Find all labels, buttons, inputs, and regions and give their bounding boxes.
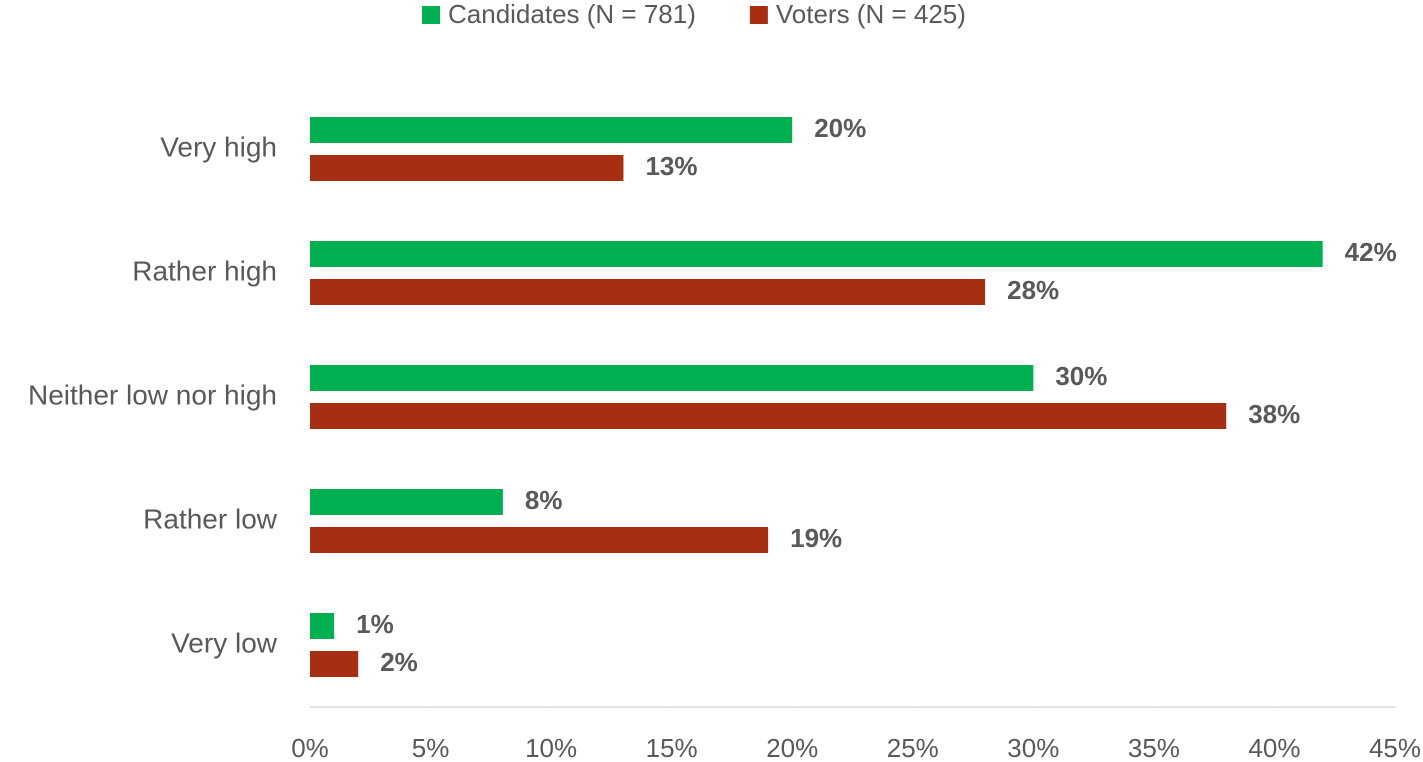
value-label: 8%	[525, 485, 563, 515]
x-tick-label: 40%	[1248, 733, 1300, 762]
x-tick-label: 15%	[646, 733, 698, 762]
x-tick-label: 45%	[1369, 733, 1421, 762]
x-tick-label: 30%	[1007, 733, 1059, 762]
category-label: Rather high	[132, 255, 277, 286]
value-label: 28%	[1007, 275, 1059, 305]
category-label: Very high	[160, 131, 277, 162]
x-tick-label: 20%	[766, 733, 818, 762]
bar	[310, 365, 1034, 391]
value-label: 20%	[814, 113, 866, 143]
value-label: 19%	[790, 523, 842, 553]
x-tick-label: 0%	[291, 733, 329, 762]
bar	[310, 279, 986, 305]
category-label: Very low	[171, 627, 278, 658]
legend-swatch	[749, 6, 768, 24]
value-label: 2%	[380, 647, 418, 677]
bar	[310, 651, 359, 677]
value-label: 30%	[1055, 361, 1107, 391]
x-tick-label: 5%	[412, 733, 450, 762]
bar	[310, 613, 335, 639]
bar	[310, 527, 769, 553]
category-label: Rather low	[143, 503, 278, 534]
bar	[310, 155, 624, 181]
bar	[310, 117, 793, 143]
bar	[310, 241, 1323, 267]
legend-label: Candidates (N = 781)	[448, 0, 696, 29]
category-label: Neither low nor high	[28, 379, 277, 410]
value-label: 38%	[1248, 399, 1300, 429]
bar	[310, 403, 1227, 429]
value-label: 1%	[356, 609, 394, 639]
value-label: 42%	[1345, 237, 1397, 267]
x-tick-label: 35%	[1128, 733, 1180, 762]
value-label: 13%	[645, 151, 697, 181]
legend-label: Voters (N = 425)	[776, 0, 966, 29]
bar	[310, 489, 503, 515]
x-tick-label: 10%	[525, 733, 577, 762]
x-tick-label: 25%	[887, 733, 939, 762]
legend-swatch	[422, 6, 440, 24]
